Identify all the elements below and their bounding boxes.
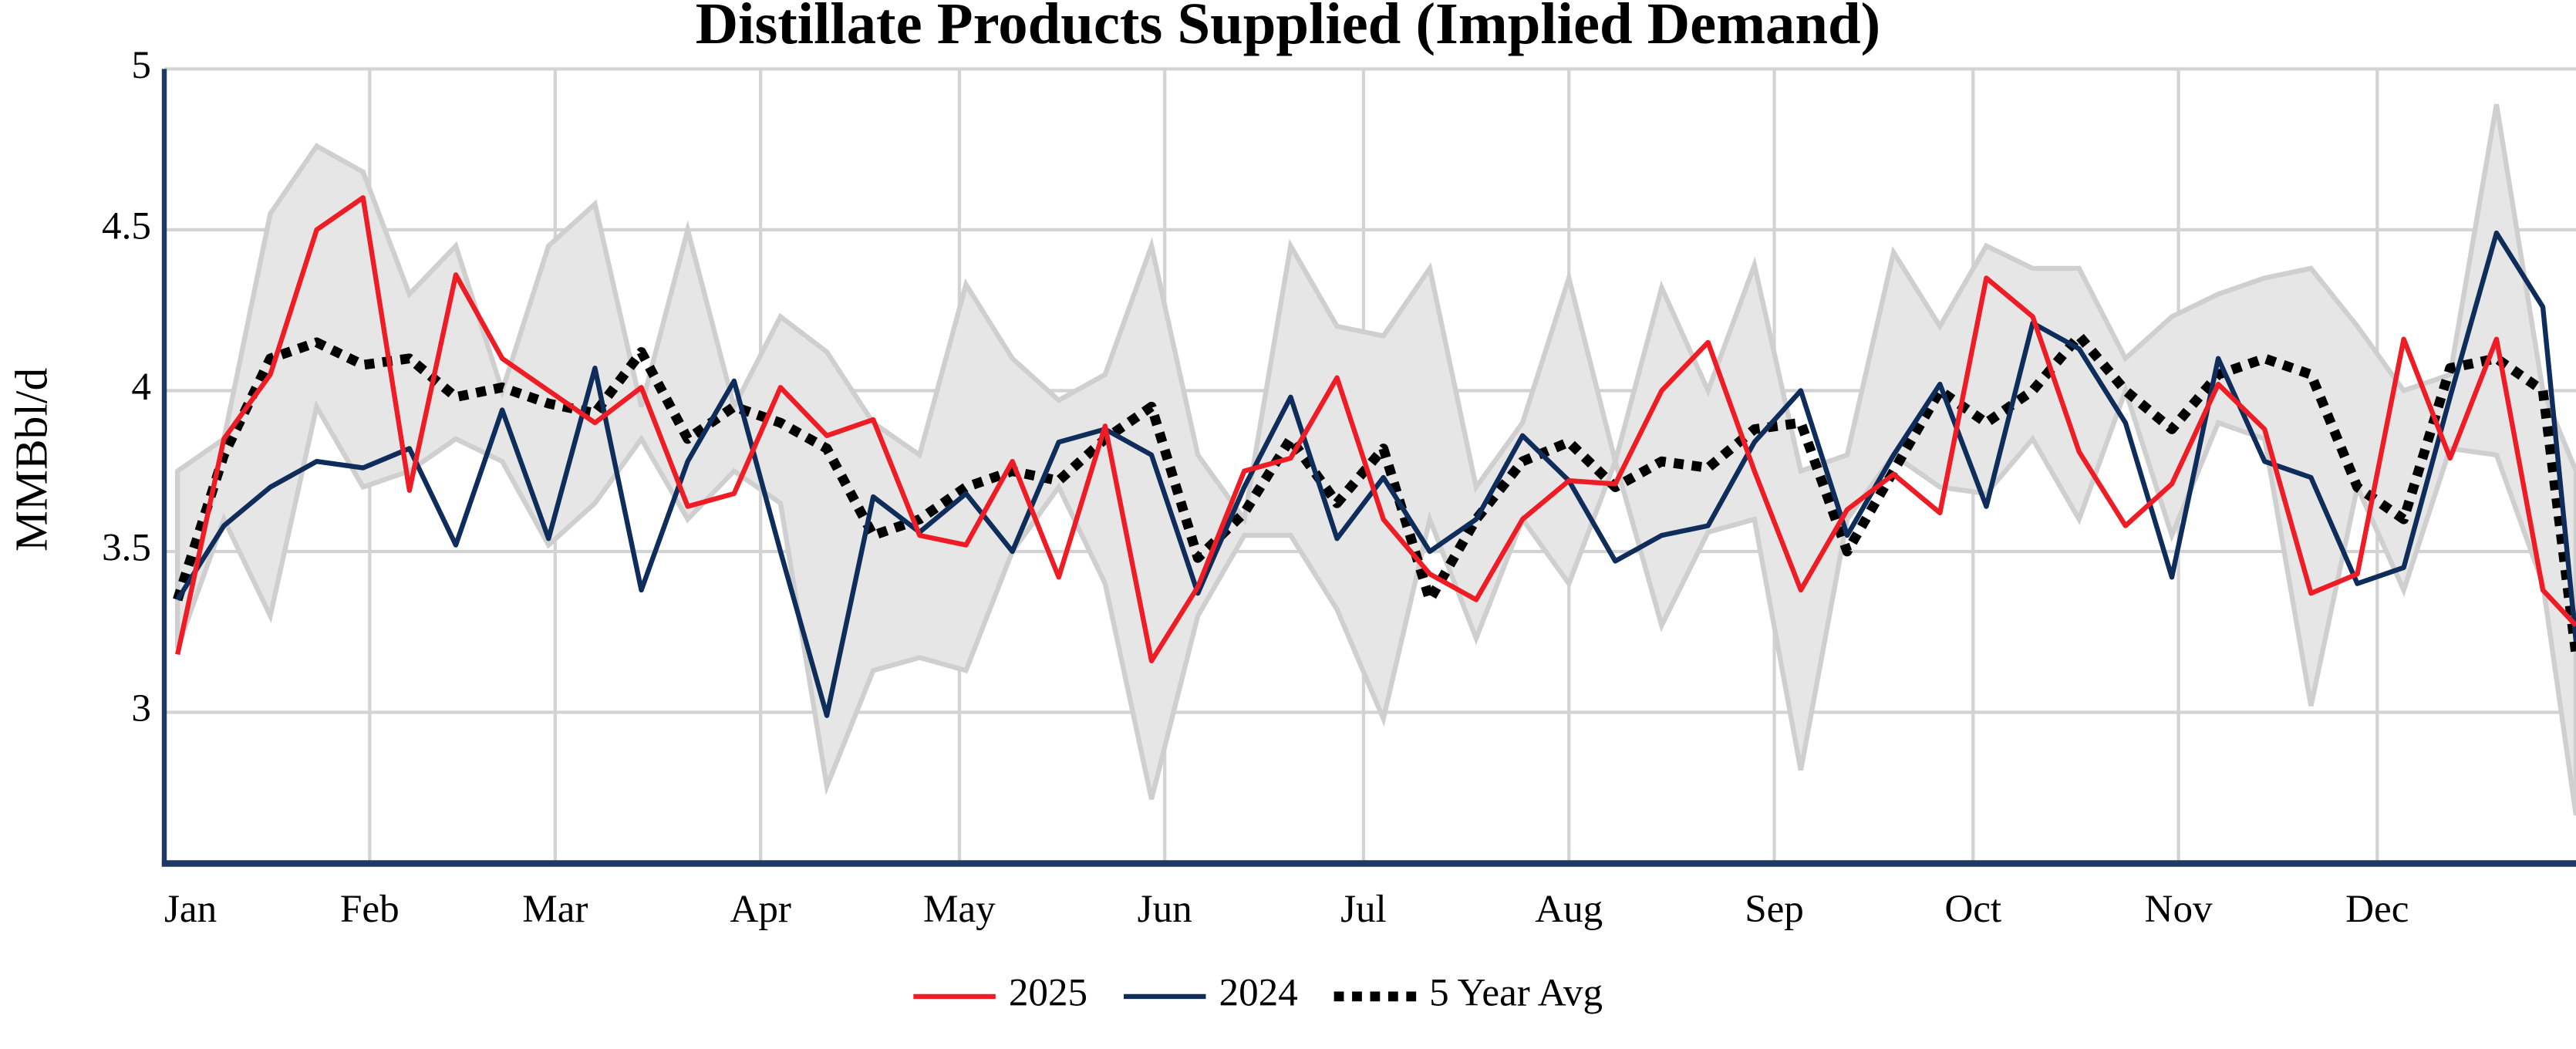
- series-line: [173, 331, 2576, 656]
- x-tick-label: Jan: [164, 887, 217, 931]
- x-tick-label: May: [923, 887, 996, 931]
- x-tick-label: Nov: [2145, 887, 2213, 931]
- series-line: [175, 195, 2576, 663]
- legend-label: 5 Year Avg: [1429, 971, 1603, 1015]
- chart-title: Distillate Products Supplied (Implied De…: [696, 0, 1880, 56]
- x-tick-label: Jul: [1340, 887, 1387, 931]
- x-tick-label: Mar: [522, 887, 588, 931]
- y-tick-label: 5: [131, 43, 151, 87]
- y-tick-label: 3: [131, 686, 151, 730]
- x-tick-label: Feb: [340, 887, 400, 931]
- y-axis-label: MMBbl/d: [6, 368, 57, 552]
- x-tick-label: Apr: [730, 887, 791, 931]
- y-tick-label: 4: [131, 365, 151, 409]
- x-tick-label: Aug: [1535, 887, 1603, 931]
- legend-label: 2025: [1009, 971, 1087, 1015]
- x-tick-label: Sep: [1745, 887, 1804, 931]
- series-line: [175, 230, 2576, 718]
- x-tick-label: Dec: [2345, 887, 2409, 931]
- x-tick-label: Jun: [1138, 887, 1192, 931]
- y-tick-label: 4.5: [102, 204, 151, 248]
- x-tick-label: Oct: [1944, 887, 2001, 931]
- legend-label: 2024: [1219, 971, 1298, 1015]
- y-tick-label: 3.5: [102, 526, 151, 570]
